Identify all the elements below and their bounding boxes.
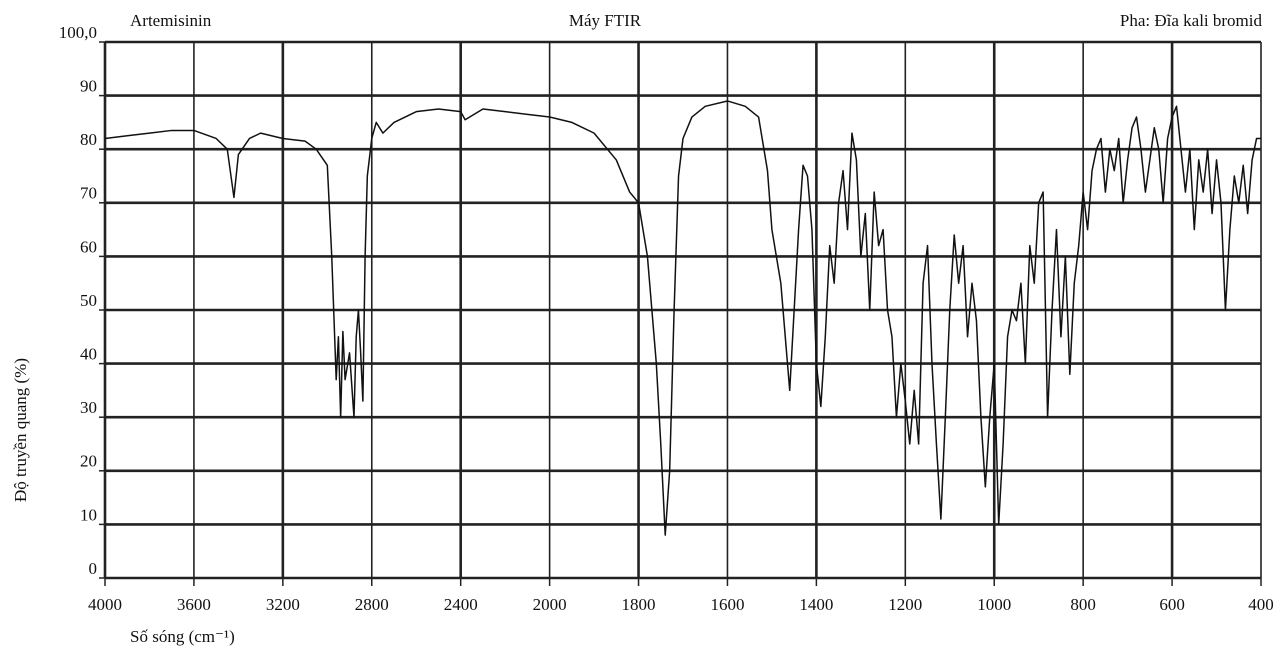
x-tick-label: 3600 [177,595,211,614]
x-tick-label: 600 [1159,595,1185,614]
y-tick-label: 20 [80,452,97,471]
x-tick-label: 3200 [266,595,300,614]
x-tick-label: 1200 [888,595,922,614]
x-tick-label: 1800 [622,595,656,614]
x-tick-label: 1000 [977,595,1011,614]
x-axis-label: Số sóng (cm⁻¹) [130,627,235,646]
y-tick-label: 10 [80,505,97,524]
x-tick-label: 1400 [799,595,833,614]
x-tick-label: 2800 [355,595,389,614]
chart-title: Máy FTIR [569,11,642,30]
phase-label: Pha: Đĩa kali bromid [1120,11,1263,30]
y-tick-label: 50 [80,291,97,310]
spectrum-line [104,100,1261,536]
y-tick-label: 0 [89,559,98,578]
x-tick-label: 400 [1248,595,1274,614]
x-tick-label: 2000 [533,595,567,614]
y-tick-label: 90 [80,77,97,96]
y-tick-label: 30 [80,398,97,417]
y-tick-label: 80 [80,130,97,149]
y-tick-label: 70 [80,184,97,203]
x-tick-label: 1600 [710,595,744,614]
x-tick-label: 4000 [88,595,122,614]
x-tick-label: 2400 [444,595,478,614]
y-tick-label: 100,0 [59,23,97,42]
y-tick-label: 60 [80,237,97,256]
sample-name: Artemisinin [130,11,212,30]
x-tick-label: 800 [1070,595,1096,614]
y-axis-label: Độ truyền quang (%) [11,358,30,502]
y-tick-label: 40 [80,345,97,364]
